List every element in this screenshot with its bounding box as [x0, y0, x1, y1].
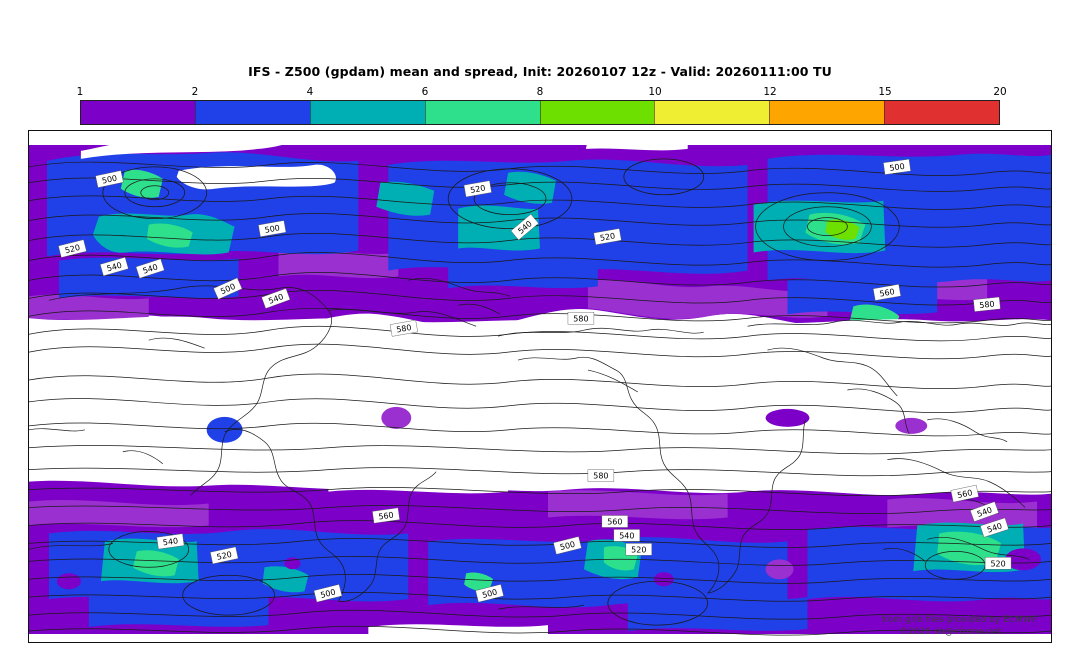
- contour-label: 520: [599, 231, 616, 242]
- colorbar-swatch-2: [309, 101, 425, 124]
- contour-label: 500: [264, 223, 281, 234]
- colorbar-swatches: [80, 100, 1000, 125]
- contour-label: 500: [559, 540, 576, 552]
- contour-label: 520: [470, 184, 487, 195]
- contour-label: 580: [979, 300, 995, 311]
- colorbar-tick-8: 8: [536, 86, 544, 98]
- colorbar-swatch-3: [424, 101, 540, 124]
- colorbar-swatch-0: [81, 101, 195, 124]
- colorbar-tick-15: 15: [878, 86, 892, 98]
- colorbar-tick-6: 6: [421, 86, 429, 98]
- contour-label: 540: [986, 521, 1003, 534]
- map-canvas: 500 520 540 540 520 540 520 500: [29, 131, 1051, 642]
- contour-label: 540: [106, 261, 123, 274]
- contour-label-group: 500 520 540 540 520 540 520 500: [58, 158, 1012, 603]
- tropical-no-spread-band: [29, 316, 1051, 485]
- chart-title: IFS - Z500 (gpdam) mean and spread, Init…: [248, 64, 832, 79]
- contour-label: 560: [378, 510, 394, 521]
- contour-label: 500: [889, 162, 905, 173]
- colorbar-swatch-6: [769, 101, 885, 124]
- colorbar-tick-labels: 1 2 4 6 8 10 12 15 20: [76, 84, 1007, 100]
- spread-fill-southern: [29, 471, 1051, 642]
- colorbar-legend: 1 2 4 6 8 10 12 15 20: [76, 84, 1007, 125]
- contour-label: 560: [956, 488, 973, 500]
- colorbar-swatch-4: [539, 101, 655, 124]
- colorbar-tick-2: 2: [191, 86, 199, 98]
- colorbar-tick-1: 1: [76, 86, 84, 98]
- contour-label: 560: [607, 517, 622, 526]
- contour-label: 540: [142, 262, 159, 275]
- colorbar-tick-10: 10: [648, 86, 662, 98]
- colorbar-swatch-7: [884, 101, 999, 124]
- contour-label: 560: [879, 287, 896, 298]
- contour-label: 580: [593, 472, 608, 481]
- contour-label: 500: [101, 174, 118, 186]
- contour-label: 520: [64, 243, 81, 255]
- colorbar-tick-20: 20: [993, 86, 1007, 98]
- contour-label: 520: [216, 550, 233, 562]
- map-plot-area[interactable]: 500 520 540 540 520 540 520 500: [28, 130, 1052, 643]
- coastlines: [29, 277, 1051, 610]
- contour-label: 520: [631, 545, 646, 554]
- colorbar-swatch-1: [194, 101, 310, 124]
- colorbar-tick-12: 12: [763, 86, 777, 98]
- colorbar-swatch-5: [654, 101, 770, 124]
- contour-label: 520: [990, 559, 1005, 568]
- isolated-spread-patches: [56, 406, 1042, 590]
- contour-label: 540: [162, 536, 178, 547]
- colorbar-tick-4: 4: [306, 86, 314, 98]
- contour-label: 580: [396, 323, 413, 334]
- contour-label: 500: [320, 588, 337, 600]
- contour-label: 500: [481, 588, 498, 600]
- contour-label: 580: [573, 314, 588, 323]
- contour-label: 540: [619, 531, 634, 540]
